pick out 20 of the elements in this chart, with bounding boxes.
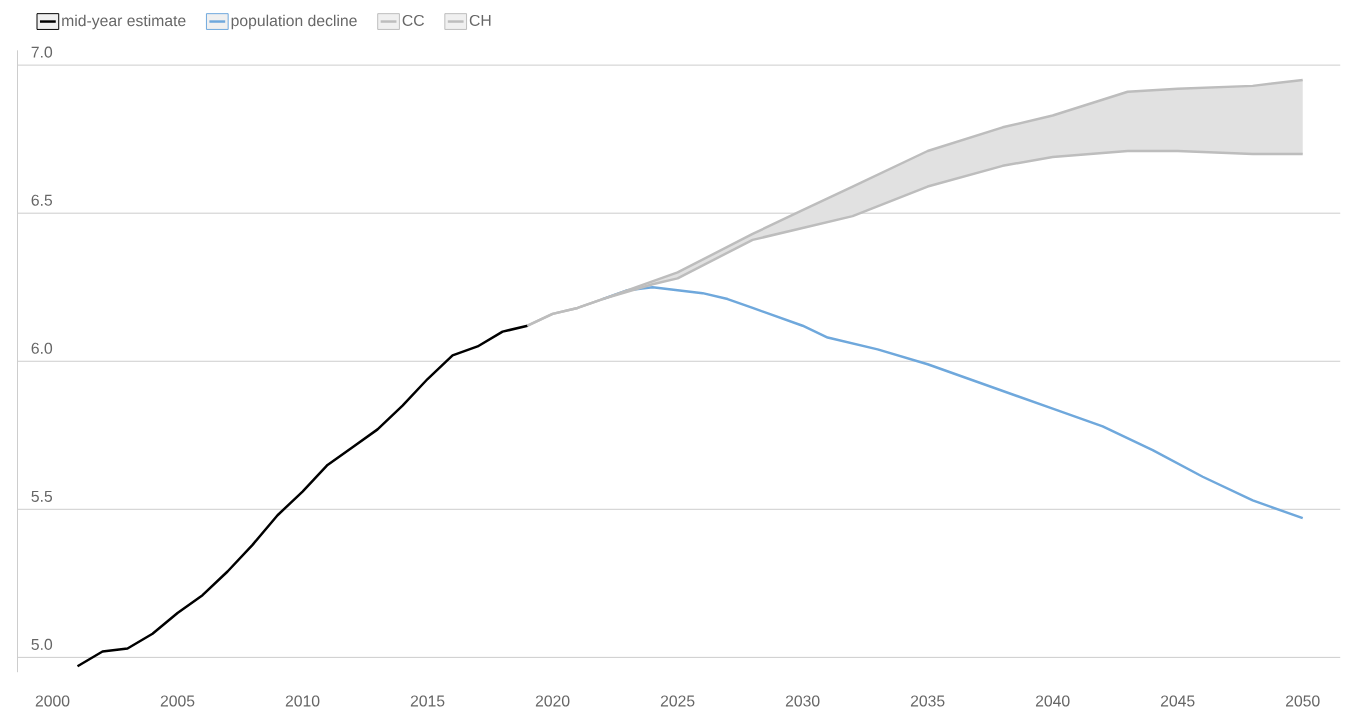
x-tick-label: 2025 (660, 695, 695, 707)
x-tick-label: 2040 (1035, 695, 1070, 707)
y-tick-label: 7.0 (31, 46, 53, 58)
legend-label: CH (469, 14, 491, 26)
y-tick-label: 5.5 (31, 490, 53, 502)
x-tick-label: 2045 (1160, 695, 1195, 707)
y-tick-label: 6.0 (31, 342, 53, 354)
x-tick-label: 2000 (35, 695, 70, 707)
x-tick-label: 2005 (160, 695, 195, 707)
legend-label: population decline (231, 14, 357, 30)
x-tick-label: 2010 (285, 695, 320, 707)
x-tick-label: 2035 (910, 695, 945, 707)
x-tick-label: 2020 (535, 695, 570, 707)
x-tick-label: 2050 (1286, 695, 1320, 707)
y-tick-label: 5.0 (31, 638, 53, 650)
x-tick-label: 2015 (410, 695, 445, 707)
legend-label: mid-year estimate (62, 14, 186, 30)
legend-label: CC (402, 14, 424, 26)
x-tick-label: 2030 (785, 695, 820, 707)
y-tick-label: 6.5 (31, 194, 53, 206)
